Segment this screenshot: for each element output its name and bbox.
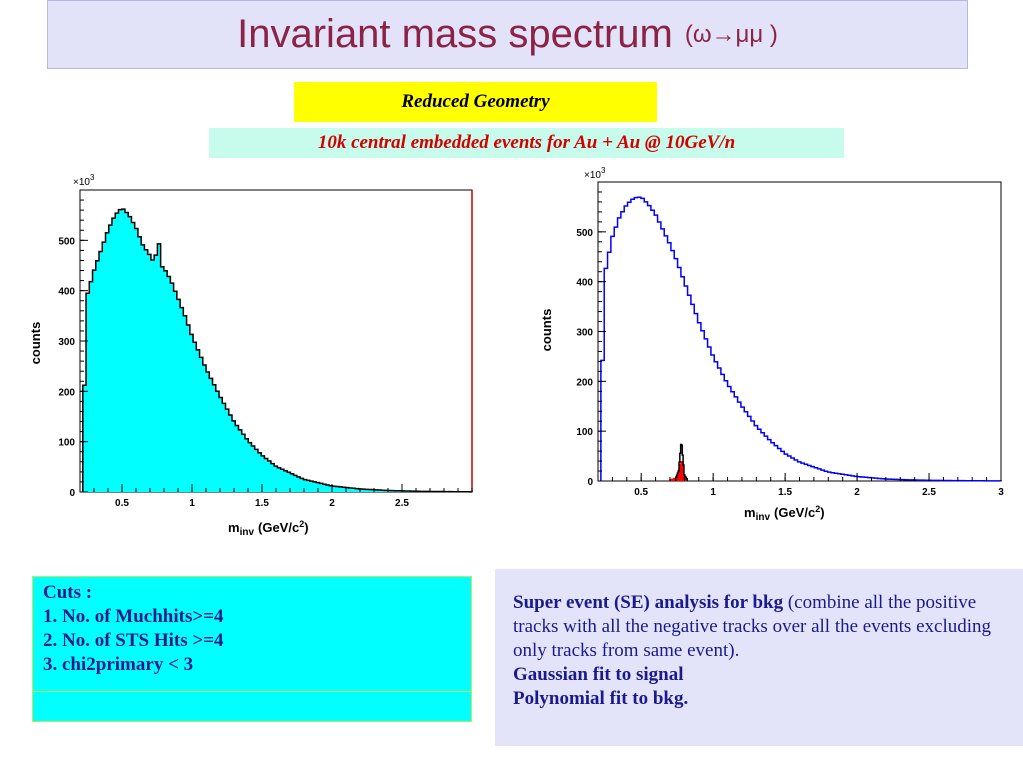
y-tick-label: 200 — [576, 377, 593, 388]
left-y-axis-label: counts — [28, 322, 43, 365]
y-tick-label: 500 — [576, 228, 593, 239]
y-tick-label: 300 — [576, 328, 593, 339]
x-tick-label: 2.5 — [395, 498, 409, 509]
histogram-series — [82, 208, 473, 493]
right-y-multiplier: ×103 — [584, 166, 606, 181]
cuts-divider — [33, 691, 471, 692]
cuts-item: 1. No. of Muchhits>=4 — [43, 606, 224, 627]
right-axes-group: 0.5 1 1.5 2 2.5 3 0 100 200 300 400 500 — [576, 181, 1004, 498]
page-subtitle: (ω→μμ ) — [684, 20, 778, 48]
histogram-series — [674, 443, 688, 481]
histogram-series — [600, 196, 1002, 482]
y-tick-label: 200 — [58, 387, 75, 398]
cuts-item: 3. chi2primary < 3 — [43, 654, 194, 675]
right-x-axis-label: minv (GeV/c2) — [744, 504, 825, 523]
x-tick-label: 2 — [329, 498, 335, 509]
geometry-label: Reduced Geometry — [294, 82, 657, 122]
gaussian-fit-label: Gaussian fit to signal — [513, 664, 684, 685]
x-tick-label: 0.5 — [115, 498, 129, 509]
x-tick-label: 1 — [189, 498, 195, 509]
y-tick-label: 500 — [58, 236, 75, 247]
y-tick-label: 300 — [58, 337, 75, 348]
right-y-axis-label: counts — [539, 309, 554, 352]
right-plot-frame — [597, 181, 1002, 482]
y-tick-label: 400 — [58, 287, 75, 298]
x-tick-label: 2 — [854, 487, 860, 498]
x-tick-label: 3 — [998, 487, 1004, 498]
y-tick-label: 0 — [69, 488, 75, 499]
se-analysis-heading: Super event (SE) analysis for bkg — [513, 592, 784, 613]
analysis-panel: Super event (SE) analysis for bkg (combi… — [495, 569, 1023, 746]
left-x-axis-label: minv (GeV/c2) — [228, 519, 309, 538]
title-banner: Invariant mass spectrum (ω→μμ ) — [47, 0, 968, 69]
cuts-panel: Cuts : 1. No. of Muchhits>=4 2. No. of S… — [32, 576, 472, 722]
right-histogram-chart: 0.5 1 1.5 2 2.5 3 0 100 200 300 400 500 ×103 counts… — [539, 166, 1004, 523]
se-analysis-description: (combine all the positive tracks with al… — [513, 592, 991, 661]
events-label: 10k central embedded events for Au + Au … — [209, 128, 844, 158]
y-tick-label: 100 — [58, 438, 75, 449]
y-tick-label: 0 — [587, 477, 593, 488]
left-axes-group: 0.5 1 1.5 2 2.5 0 100 200 300 400 500 — [58, 189, 473, 509]
x-tick-label: 1.5 — [255, 498, 269, 509]
x-tick-label: 1.5 — [778, 487, 792, 498]
left-y-multiplier: ×103 — [73, 173, 95, 188]
polynomial-fit-label: Polynomial fit to bkg. — [513, 688, 689, 709]
y-tick-label: 400 — [576, 278, 593, 289]
cuts-title: Cuts : — [43, 582, 93, 603]
cuts-item: 2. No. of STS Hits >=4 — [43, 630, 224, 651]
x-tick-label: 1 — [710, 487, 716, 498]
right-data-group — [600, 196, 1002, 482]
x-tick-label: 0.5 — [634, 487, 648, 498]
y-tick-label: 100 — [576, 427, 593, 438]
x-tick-label: 2.5 — [922, 487, 936, 498]
page-title: Invariant mass spectrum — [237, 12, 673, 56]
left-data-group — [82, 208, 473, 493]
